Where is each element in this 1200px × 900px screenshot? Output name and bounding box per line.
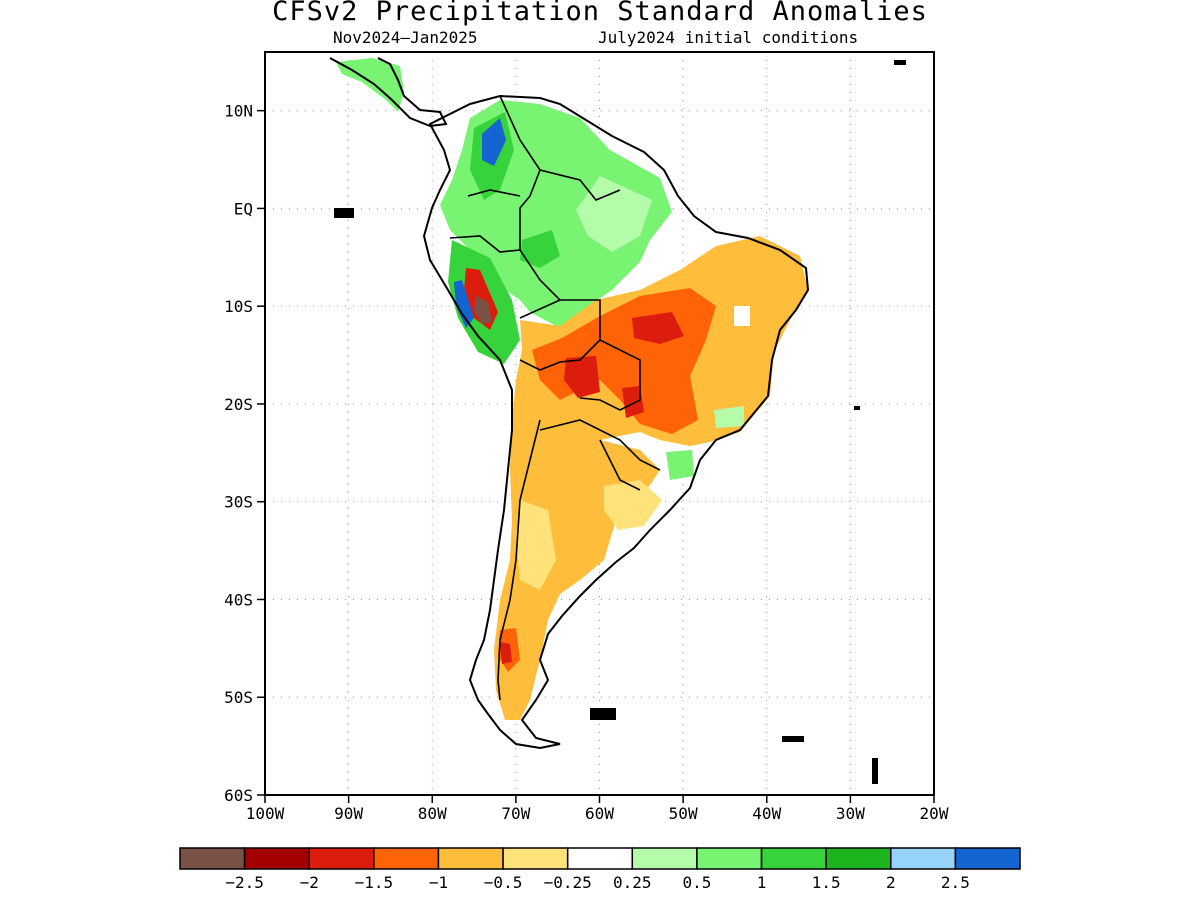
- colorbar-label: 1.5: [812, 873, 841, 892]
- anomaly-region-southern-cone: [494, 420, 660, 720]
- colorbar-swatch: [373, 847, 440, 870]
- anomaly-region-coastal-wet: [714, 406, 744, 428]
- colorbar-swatch: [566, 847, 634, 870]
- lat-tick-label: 20S: [224, 395, 253, 414]
- colorbar-swatch: [243, 847, 310, 870]
- lon-tick-label: 90W: [334, 804, 363, 823]
- anomaly-region-argentina-light: [516, 500, 556, 590]
- lat-tick-label: EQ: [234, 199, 253, 218]
- lat-tick-label: 40S: [224, 590, 253, 609]
- colorbar-swatch: [502, 847, 569, 870]
- falkland-islands: [590, 708, 616, 720]
- lat-tick-label: 10N: [224, 102, 253, 121]
- galapagos-islands: [334, 208, 354, 218]
- lon-tick-label: 80W: [418, 804, 447, 823]
- anomaly-region-peru-blue: [454, 280, 474, 328]
- anomaly-region-brazil-strong-2: [564, 356, 600, 398]
- colorbar-label: −1: [429, 873, 448, 892]
- colorbar-swatch: [760, 847, 827, 870]
- anomaly-region-patagonia-strong: [500, 642, 512, 664]
- colorbar-label: −0.5: [484, 873, 523, 892]
- colorbar-swatch: [696, 847, 763, 870]
- anomaly-region-se-brazil-wet: [666, 450, 694, 480]
- colorbar-swatch: [954, 847, 1021, 870]
- colorbar: −2.5 −2 −1.5 −1 −0.5 −0.25 0.25 0.5 1 1.5 2 2.5: [179, 847, 1021, 892]
- coastlines: [329, 57, 810, 750]
- colorbar-label: 2.5: [941, 873, 970, 892]
- map-title: CFSv2 Precipitation Standard Anomalies: [272, 0, 928, 27]
- colorbar-label: 0.5: [682, 873, 711, 892]
- colorbar-label: −2: [300, 873, 319, 892]
- lon-tick-label: 20W: [920, 804, 949, 823]
- colorbar-swatch: [631, 847, 698, 870]
- lon-tick-label: 70W: [501, 804, 530, 823]
- anomaly-region-brazil-strong-1: [632, 312, 684, 344]
- anomaly-region-brazil-strong-3: [622, 386, 644, 418]
- colorbar-label: −1.5: [355, 873, 394, 892]
- island-c: [872, 758, 878, 784]
- lat-tick-label: 50S: [224, 688, 253, 707]
- colorbar-swatch: [825, 847, 892, 870]
- anomaly-shading: [336, 58, 808, 720]
- islands: [334, 60, 906, 784]
- lon-tick-label: 60W: [585, 804, 614, 823]
- initial-conditions: July2024 initial conditions: [598, 28, 859, 47]
- colorbar-label: 1: [757, 873, 767, 892]
- lat-tick-label: 10S: [224, 297, 253, 316]
- colorbar-label: −0.25: [544, 873, 592, 892]
- island-a: [854, 406, 860, 410]
- anomaly-region-north-wet-light: [576, 176, 652, 252]
- island-b: [894, 60, 906, 65]
- south-america-coastline: [422, 94, 810, 750]
- colorbar-label: 0.25: [613, 873, 652, 892]
- colorbar-swatch: [437, 847, 504, 870]
- colorbar-label: −2.5: [225, 873, 264, 892]
- colorbar-swatch: [890, 847, 957, 870]
- colorbar-swatch: [179, 847, 246, 870]
- country-borders: [449, 95, 661, 701]
- lon-tick-label: 50W: [669, 804, 698, 823]
- lon-tick-label: 100W: [246, 804, 285, 823]
- lat-tick-label: 60S: [224, 786, 253, 805]
- anomaly-region-uruguay-light: [604, 480, 662, 530]
- colorbar-label: 2: [886, 873, 896, 892]
- forecast-period: Nov2024–Jan2025: [333, 28, 478, 47]
- south-georgia-island: [782, 736, 804, 742]
- lon-tick-label: 30W: [836, 804, 865, 823]
- colorbar-swatch: [308, 847, 375, 870]
- anomaly-region-colombia-blue: [482, 118, 506, 166]
- anomaly-region-peru-brown: [474, 296, 492, 324]
- lat-tick-label: 30S: [224, 493, 253, 512]
- lon-tick-label: 40W: [752, 804, 781, 823]
- central-america-coastline: [329, 57, 448, 128]
- anomaly-region-gap: [734, 306, 750, 326]
- anomaly-region-north-wet-strong: [520, 230, 560, 268]
